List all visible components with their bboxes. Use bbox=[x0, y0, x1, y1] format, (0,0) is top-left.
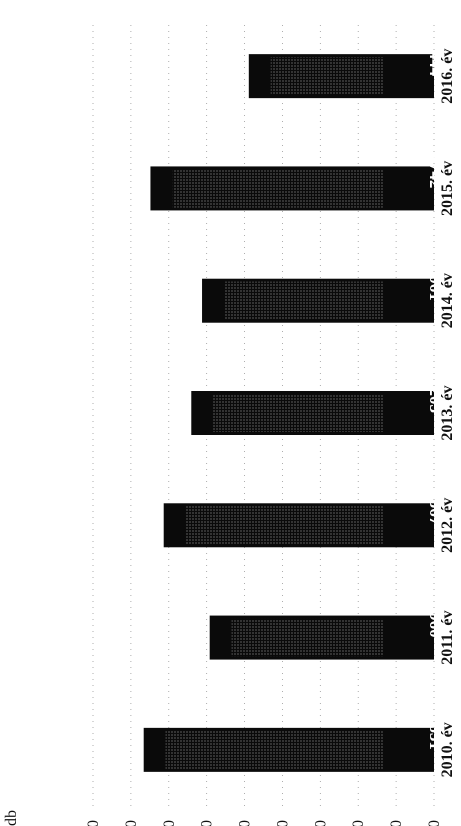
bar-value-label: 3 831 bbox=[426, 712, 445, 750]
x-category-label: 2010. év bbox=[439, 722, 456, 777]
bar-value-label: 3 061 bbox=[426, 262, 445, 300]
y-tick-label: 2 500 bbox=[237, 820, 254, 826]
y-tick-label: 2 000 bbox=[274, 820, 291, 826]
bar-texture bbox=[231, 618, 384, 657]
y-tick-label: 4 500 bbox=[85, 820, 102, 826]
chart-plot-rotated: 3 831 2 960 3 567 3 203 3 061 3 742 2 444 2010… bbox=[3, 20, 456, 826]
y-tick-label: 1 000 bbox=[350, 820, 367, 826]
y-tick-label: 500 bbox=[388, 820, 405, 826]
x-category-label: 2016. év bbox=[439, 49, 456, 104]
y-axis-unit-label: db bbox=[3, 810, 20, 826]
x-category-label: 2012. év bbox=[439, 498, 456, 553]
y-tick-label: 0 bbox=[426, 820, 443, 826]
x-category-label: 2011. év bbox=[439, 610, 456, 664]
bar-texture bbox=[172, 169, 384, 208]
bar-texture bbox=[270, 57, 384, 96]
bar-texture bbox=[185, 506, 384, 545]
bar-texture bbox=[224, 281, 384, 320]
bar-value-label: 3 742 bbox=[426, 150, 445, 188]
x-category-label: 2013. év bbox=[439, 385, 456, 440]
bar-value-label: 3 203 bbox=[426, 375, 445, 413]
bar-texture bbox=[213, 394, 384, 432]
y-tick-label: 3 500 bbox=[161, 820, 178, 826]
y-tick-label: 4 000 bbox=[123, 820, 140, 826]
bar-value-label: 2 444 bbox=[426, 38, 445, 77]
bar-value-label: 3 567 bbox=[426, 487, 445, 526]
y-tick-label: 1 500 bbox=[312, 820, 329, 826]
x-category-label: 2014. év bbox=[439, 273, 456, 328]
bar-value-label: 2 960 bbox=[426, 599, 445, 637]
x-category-label: 2015. év bbox=[439, 161, 456, 216]
bar-texture bbox=[165, 730, 384, 769]
y-tick-label: 3 000 bbox=[199, 820, 216, 826]
